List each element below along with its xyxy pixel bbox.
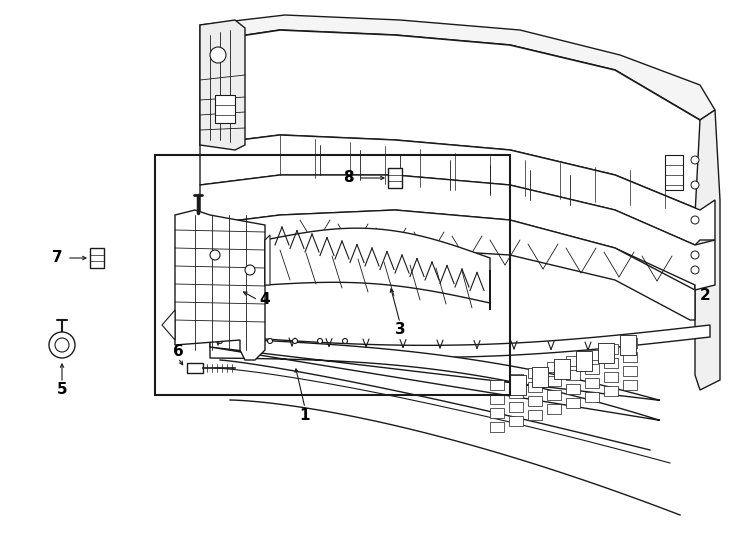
Bar [623, 352, 637, 362]
Bar [528, 368, 542, 378]
Bar [509, 416, 523, 426]
Polygon shape [265, 228, 490, 310]
Bar [90, 248, 104, 268]
Polygon shape [200, 20, 245, 150]
Polygon shape [162, 310, 175, 340]
Circle shape [210, 250, 220, 260]
Bar [604, 372, 618, 382]
Bar [509, 402, 523, 412]
Bar [388, 168, 402, 188]
Text: 6: 6 [172, 345, 184, 360]
Polygon shape [200, 135, 715, 245]
Bar [490, 408, 504, 418]
Circle shape [242, 339, 247, 343]
Bar [509, 374, 523, 384]
Bar [566, 398, 580, 408]
Bar [215, 95, 235, 123]
Circle shape [691, 251, 699, 259]
Polygon shape [200, 210, 695, 320]
Circle shape [318, 339, 322, 343]
Text: 1: 1 [299, 408, 310, 422]
Bar [547, 362, 561, 372]
Polygon shape [175, 210, 265, 360]
Bar [623, 380, 637, 390]
Bar [598, 343, 614, 363]
Bar [490, 394, 504, 404]
Text: 3: 3 [395, 322, 405, 338]
Text: 5: 5 [57, 382, 68, 397]
Bar [528, 410, 542, 420]
Bar [665, 155, 683, 190]
Bar [554, 359, 570, 379]
Circle shape [245, 265, 255, 275]
Polygon shape [210, 338, 660, 420]
Bar [604, 358, 618, 368]
Bar [510, 375, 526, 395]
Bar [547, 376, 561, 386]
Bar [532, 367, 548, 387]
Bar [623, 366, 637, 376]
Text: 7: 7 [51, 251, 62, 266]
Bar [585, 392, 599, 402]
Text: 4: 4 [260, 293, 270, 307]
Text: 2: 2 [700, 287, 711, 302]
Bar [547, 390, 561, 400]
Circle shape [691, 266, 699, 274]
Bar [585, 364, 599, 374]
Bar [566, 384, 580, 394]
Bar [604, 386, 618, 396]
Bar [155, 155, 510, 395]
Circle shape [691, 156, 699, 164]
Polygon shape [200, 175, 715, 290]
Bar [604, 344, 618, 354]
Polygon shape [265, 235, 270, 285]
Bar [576, 351, 592, 371]
Bar [623, 338, 637, 348]
Circle shape [267, 339, 272, 343]
Circle shape [343, 339, 347, 343]
Bar [490, 422, 504, 432]
Circle shape [210, 47, 226, 63]
Circle shape [217, 339, 222, 343]
Bar [528, 396, 542, 406]
Circle shape [691, 181, 699, 189]
Circle shape [293, 339, 297, 343]
Bar [187, 363, 203, 373]
Bar [509, 388, 523, 398]
Polygon shape [695, 110, 720, 390]
Circle shape [691, 216, 699, 224]
Bar [566, 356, 580, 366]
Bar [620, 335, 636, 355]
Bar [490, 380, 504, 390]
Polygon shape [200, 30, 715, 210]
Bar [547, 404, 561, 414]
Bar [528, 382, 542, 392]
Bar [585, 350, 599, 360]
Polygon shape [210, 325, 710, 357]
Text: 8: 8 [343, 171, 353, 186]
Bar [566, 370, 580, 380]
Bar [585, 378, 599, 388]
Polygon shape [200, 15, 715, 120]
Circle shape [55, 338, 69, 352]
Circle shape [49, 332, 75, 358]
